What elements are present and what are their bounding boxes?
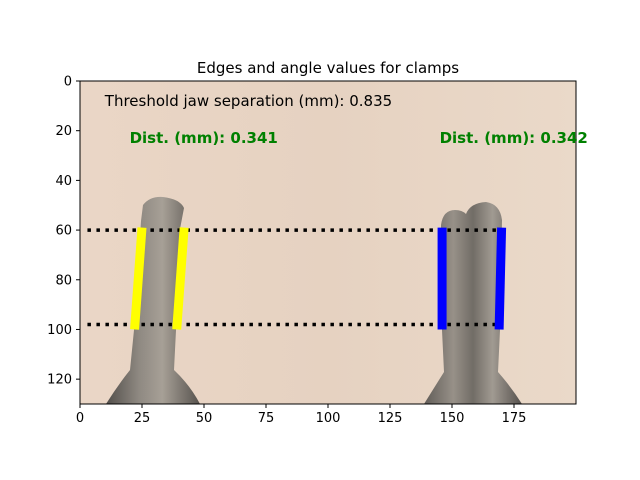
right-clamp-right-edge bbox=[494, 227, 507, 330]
x-tick-label: 175 bbox=[502, 411, 527, 426]
left-clamp-shape bbox=[106, 196, 200, 404]
y-tick-label: 0 bbox=[64, 75, 72, 90]
y-axis: 0 20 40 60 80 100 120 bbox=[47, 75, 80, 388]
left-clamp-right-edge bbox=[172, 227, 189, 330]
chart-title: Edges and angle values for clamps bbox=[197, 59, 459, 77]
left-clamp-left-edge bbox=[130, 227, 147, 330]
x-tick-label: 0 bbox=[76, 411, 84, 426]
y-tick-label: 120 bbox=[47, 373, 72, 388]
y-tick-label: 20 bbox=[55, 124, 72, 139]
x-tick-label: 75 bbox=[258, 411, 275, 426]
y-tick-label: 40 bbox=[55, 174, 72, 189]
x-tick-label: 150 bbox=[440, 411, 465, 426]
annotations: Threshold jaw separation (mm): 0.835 Dist… bbox=[104, 92, 588, 147]
x-tick-label: 100 bbox=[316, 411, 341, 426]
x-tick-label: 125 bbox=[378, 411, 403, 426]
y-tick-label: 80 bbox=[55, 273, 72, 288]
threshold-label: Threshold jaw separation (mm): 0.835 bbox=[104, 92, 392, 110]
x-axis: 0 25 50 75 100 125 150 175 bbox=[76, 404, 527, 426]
overlay-layer bbox=[87, 227, 507, 330]
distance-label: Dist. (mm): 0.342 bbox=[440, 129, 588, 147]
distance-label: Dist. (mm): 0.341 bbox=[130, 129, 278, 147]
y-tick-label: 100 bbox=[47, 323, 72, 338]
x-tick-label: 50 bbox=[196, 411, 213, 426]
x-tick-label: 25 bbox=[134, 411, 151, 426]
y-tick-label: 60 bbox=[55, 224, 72, 239]
